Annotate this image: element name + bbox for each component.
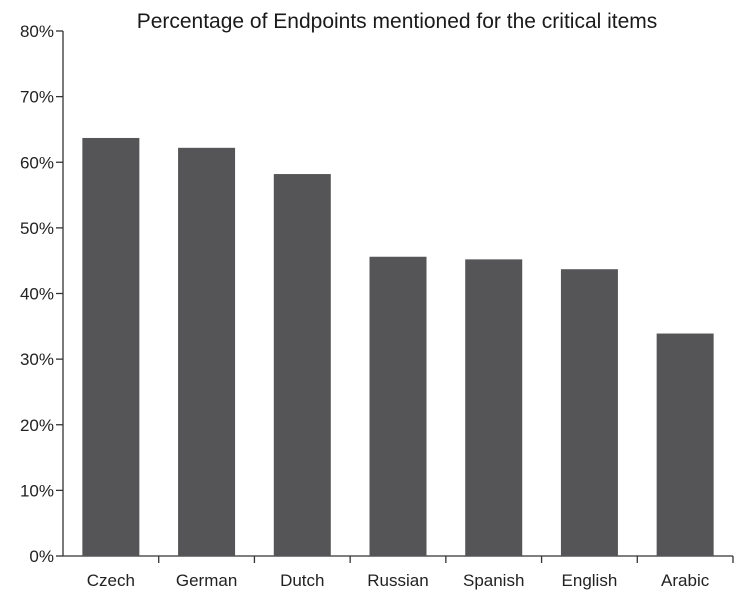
bar-spanish [465,259,523,556]
x-axis: Czech German Dutch Russian Spanish English Ara… [63,555,734,590]
y-tick-label: 30% [20,350,54,369]
y-tick-label: 70% [20,88,54,107]
x-category-label: Dutch [280,571,324,590]
bar-german [178,147,236,556]
x-category-label: Russian [367,571,428,590]
x-category-label: Arabic [661,571,710,590]
y-tick-label: 10% [20,481,54,500]
y-tick-label: 20% [20,416,54,435]
bar-arabic [656,333,714,556]
y-tick-label: 50% [20,219,54,238]
bars [82,137,714,556]
bar-english [560,269,618,556]
y-tick-label: 0% [29,547,54,566]
x-category-label: German [176,571,237,590]
x-category-label: English [562,571,618,590]
bar-czech [82,137,140,556]
x-category-label: Czech [87,571,135,590]
y-tick-label: 60% [20,153,54,172]
bar-dutch [273,174,331,556]
y-axis: 0% 10% 20% 30% 40% 50% 60% 70% 80% [20,22,64,566]
y-tick-label: 40% [20,285,54,304]
y-tick-label: 80% [20,22,54,41]
chart-title: Percentage of Endpoints mentioned for th… [137,10,658,33]
bar-russian [369,256,427,556]
x-category-label: Spanish [463,571,524,590]
